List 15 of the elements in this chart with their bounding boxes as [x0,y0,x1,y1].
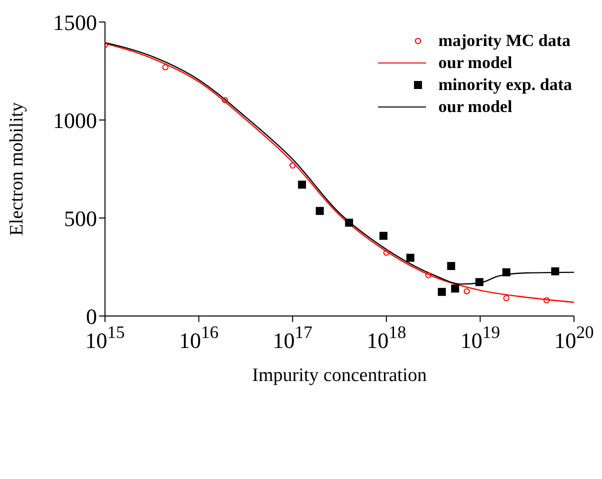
legend-label: our model [438,53,512,73]
legend-label: minority exp. data [438,75,572,95]
legend-label: majority MC data [438,31,571,51]
y-tick-label: 1000 [53,108,97,133]
legend-label: our model [438,97,512,117]
x-tick-label: 10$^{16}$ [179,322,219,353]
y-tick-label: 500 [64,206,97,231]
x-axis-title: Impurity concentration [252,365,428,386]
x-tick-label: 10$^{19}$ [460,322,500,353]
x-tick-label: 10$^{17}$ [272,322,313,353]
y-tick-label: 1500 [53,10,97,35]
y-tick-label: 0 [86,304,97,329]
y-axis-title: Electron mobility [6,102,28,236]
x-tick-label: 10$^{20}$ [554,322,594,353]
x-tick-label: 10$^{18}$ [366,322,406,353]
